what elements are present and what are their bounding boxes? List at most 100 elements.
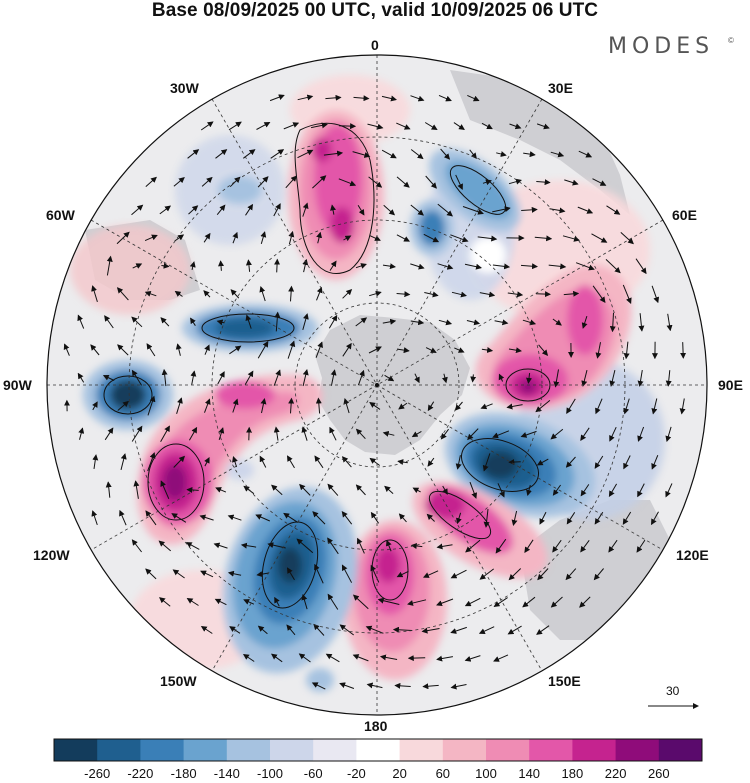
- wind-arrow: [63, 343, 70, 356]
- wind-arrow: [259, 286, 266, 302]
- wind-arrow: [328, 314, 338, 329]
- wind-arrow: [425, 347, 437, 353]
- wind-arrow: [384, 374, 395, 382]
- wind-arrow: [441, 373, 448, 384]
- wind-arrow: [575, 262, 595, 271]
- wind-arrow: [526, 484, 532, 496]
- wind-arrow: [288, 285, 295, 302]
- wind-arrow: [651, 511, 659, 526]
- wind-arrow: [260, 231, 267, 245]
- wind-arrow: [381, 95, 397, 102]
- wind-arrow: [592, 178, 607, 186]
- wind-arrow: [482, 179, 492, 186]
- wind-arrow: [329, 426, 337, 441]
- wind-arrow: [131, 369, 143, 386]
- wind-arrow: [327, 593, 339, 610]
- wind-arrow: [91, 285, 98, 303]
- wind-arrow: [102, 374, 115, 381]
- wind-arrow: [608, 539, 618, 553]
- wind-arrow: [341, 564, 353, 583]
- wind-arrow: [186, 486, 199, 493]
- wind-arrow: [353, 95, 370, 102]
- lon-label-120e: 120E: [676, 547, 709, 563]
- wind-arrow: [609, 312, 616, 333]
- wind-arrow: [548, 263, 567, 270]
- wind-arrow: [190, 370, 197, 385]
- colorbar-tick-label: -220: [127, 766, 154, 781]
- wind-arrow: [352, 151, 371, 158]
- wind-arrow: [131, 425, 143, 442]
- wind-arrow: [161, 368, 168, 387]
- wind-arrow: [508, 347, 522, 354]
- wind-arrow: [267, 542, 286, 549]
- wind-arrow: [286, 455, 295, 469]
- wind-arrow: [592, 285, 606, 304]
- wind-arrow: [240, 542, 257, 549]
- wind-arrow: [90, 344, 100, 356]
- wind-arrow: [176, 397, 183, 414]
- wind-arrow: [469, 149, 477, 159]
- wind-arrow: [524, 539, 534, 554]
- wind-arrow: [298, 653, 311, 663]
- wind-arrow: [274, 311, 281, 332]
- wind-arrow: [414, 373, 420, 384]
- wind-arrow: [119, 509, 127, 526]
- wind-arrow: [311, 122, 328, 129]
- wind-arrow: [355, 263, 367, 269]
- wind-arrow: [215, 487, 227, 493]
- wind-arrow: [257, 176, 269, 188]
- wind-vectors: [63, 94, 687, 690]
- wind-arrow: [338, 178, 357, 187]
- contour-line: [461, 438, 539, 492]
- anomaly-field: [482, 451, 518, 479]
- wind-arrow: [477, 235, 498, 242]
- wind-arrow: [396, 176, 410, 188]
- wind-arrow: [312, 511, 326, 525]
- wind-arrow: [104, 315, 114, 329]
- wind-arrow: [357, 204, 365, 216]
- wind-arrow: [464, 263, 482, 270]
- wind-arrow: [144, 290, 157, 297]
- contour-line: [294, 122, 375, 274]
- wind-arrow: [438, 94, 452, 102]
- colorbar-tick-label: -20: [346, 766, 366, 781]
- wind-arrow: [368, 346, 382, 354]
- wind-arrow: [379, 654, 398, 661]
- wind-arrow: [580, 540, 590, 553]
- wind-arrow: [382, 263, 396, 270]
- wind-arrow: [201, 176, 213, 187]
- map-border: [46, 54, 708, 716]
- wind-arrow: [368, 176, 383, 188]
- wind-arrow: [580, 427, 590, 442]
- wind-arrow: [216, 319, 225, 326]
- wind-arrow: [398, 513, 407, 523]
- wind-arrow: [117, 400, 129, 411]
- copyright-mark: ©: [728, 36, 734, 45]
- wind-arrow: [535, 291, 551, 298]
- wind-arrow: [269, 94, 285, 102]
- africa-land: [450, 70, 630, 215]
- lon-label-30e: 30E: [548, 80, 573, 96]
- colorbar-tick-label: -100: [256, 766, 284, 781]
- wind-arrow: [343, 398, 350, 414]
- wind-arrow: [535, 400, 551, 413]
- wind-arrow: [462, 206, 484, 215]
- wind-arrow: [255, 514, 271, 522]
- wind-arrow: [482, 453, 491, 472]
- wind-arrow: [436, 598, 454, 607]
- wind-arrow: [424, 291, 439, 298]
- wind-arrow: [147, 395, 156, 416]
- wind-arrow: [410, 95, 425, 102]
- wind-arrow: [213, 542, 228, 549]
- wind-arrow: [553, 369, 560, 388]
- wind-arrow: [636, 539, 646, 553]
- wind-arrow: [550, 596, 563, 608]
- anomaly-field: [330, 207, 354, 243]
- wind-arrow: [204, 344, 210, 355]
- wind-arrow: [147, 452, 156, 472]
- wind-arrow: [187, 149, 200, 159]
- wind-arrow: [228, 121, 242, 131]
- wind-arrow: [245, 203, 254, 216]
- wind-arrow: [172, 569, 185, 579]
- contour-line: [201, 313, 295, 343]
